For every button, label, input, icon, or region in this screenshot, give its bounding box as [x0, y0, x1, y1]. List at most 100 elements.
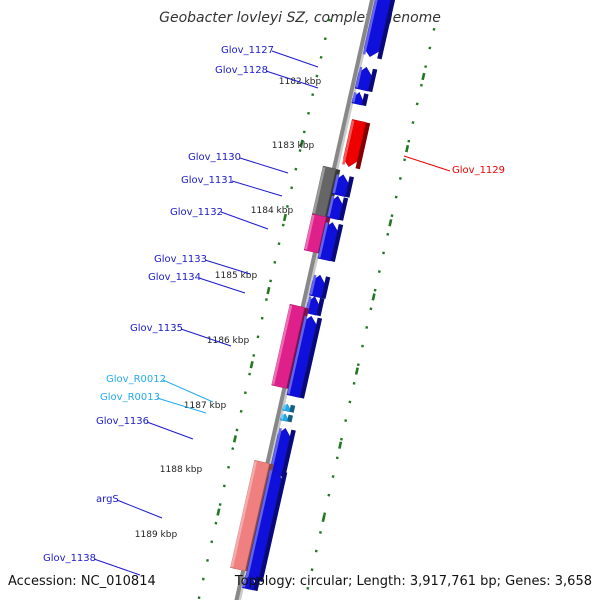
gene-glov-1132[interactable] [303, 213, 327, 254]
gene-glov-1129-shade [355, 122, 371, 170]
tick-mark [419, 83, 423, 87]
tick-mark [206, 558, 209, 562]
tick-mark [214, 521, 218, 525]
major-tick-mark [388, 219, 393, 227]
major-tick-mark [249, 361, 254, 369]
tick-mark [365, 326, 369, 329]
gene-label[interactable]: Glov_R0012 [106, 374, 166, 385]
gene-glov-1131b-shade [338, 197, 349, 221]
gene-label[interactable]: Glov_1132 [170, 207, 223, 218]
gene-label[interactable]: Glov_1131 [181, 175, 234, 186]
leader-line [116, 499, 163, 519]
leader-line [403, 155, 451, 172]
tick-mark [248, 372, 252, 376]
gene-glov-1127-shade [377, 0, 396, 60]
tick-mark [256, 335, 260, 339]
gene-label[interactable]: Glov_1129 [452, 165, 505, 176]
tick-mark [298, 149, 302, 152]
tick-mark [314, 549, 318, 553]
tick-mark [310, 568, 314, 572]
accession-label: Accession: NC_010814 [8, 574, 156, 589]
gene-glov-1136-shade [280, 429, 296, 478]
leader-line [156, 397, 207, 414]
tick-mark [382, 251, 385, 255]
tick-mark [311, 93, 315, 97]
tick-mark [335, 456, 339, 460]
major-tick-mark [299, 139, 304, 148]
tick-mark [231, 447, 235, 451]
gene-glov-1135b-highlight [287, 315, 308, 395]
tick-mark [328, 18, 331, 22]
gene-glov-1135b-shade [299, 317, 323, 399]
gene-glov-1135-highlight [271, 305, 293, 385]
tick-mark [411, 121, 415, 124]
tick-mark [331, 475, 335, 478]
gene-label[interactable]: Glov_R0013 [100, 392, 160, 403]
major-tick-mark [371, 293, 376, 301]
major-tick-mark [421, 72, 426, 81]
leader-line [162, 379, 214, 403]
gene-glov-1136-highlight [269, 427, 282, 474]
gene-label[interactable]: Glov_1134 [148, 272, 201, 283]
gene-glov-1133-shade [321, 276, 331, 299]
gene-glov-1131-highlight [332, 174, 340, 194]
tick-mark [386, 232, 390, 236]
tick-mark [361, 344, 364, 348]
major-tick-mark [405, 144, 410, 153]
gene-args-b-shade [258, 471, 288, 582]
gene-label[interactable]: Glov_1133 [154, 254, 207, 265]
gene-glov-1129[interactable] [343, 119, 367, 168]
gene-label[interactable]: Glov_1138 [43, 553, 96, 564]
tick-mark [323, 37, 327, 41]
gene-glov-1133-highlight [309, 274, 317, 295]
gene-label[interactable]: Glov_1127 [221, 45, 274, 56]
gene-glov-1131b-highlight [327, 195, 335, 217]
kbp-label: 1188 kbp [160, 465, 203, 475]
kbp-label: 1183 kbp [272, 141, 315, 151]
tick-mark [352, 381, 356, 385]
gene-glov-1132-highlight [304, 214, 315, 250]
kbp-label: 1187 kbp [184, 401, 227, 411]
major-tick-mark [338, 441, 343, 449]
gene-args-b-highlight [245, 469, 273, 578]
tick-mark [290, 186, 294, 190]
leader-line [204, 259, 251, 275]
rna-glov-r0013-shade [287, 414, 293, 423]
tick-mark [394, 195, 398, 199]
rna-glov-r0012-shade [289, 404, 296, 413]
gene-label[interactable]: Glov_1130 [188, 152, 241, 163]
gene-args-highlight [230, 461, 257, 568]
gene-label[interactable]: Glov_1135 [130, 323, 183, 334]
tick-mark [319, 530, 322, 534]
gene-glov-1128-shade [367, 68, 378, 93]
tick-mark [327, 493, 331, 497]
tick-mark [377, 270, 381, 274]
leader-line [180, 328, 232, 347]
gene-glov-1130-highlight [312, 167, 326, 214]
major-tick-mark [266, 286, 271, 295]
major-tick-mark [354, 367, 359, 375]
tick-mark [197, 596, 201, 600]
gene-label[interactable]: argS [96, 494, 119, 505]
gene-label[interactable]: Glov_1128 [215, 65, 268, 76]
gene-glov-1138-highlight [242, 575, 248, 588]
gene-label[interactable]: Glov_1136 [96, 416, 149, 427]
leader-line [271, 50, 319, 68]
gene-glov-1132b-highlight [318, 222, 329, 258]
tick-mark [285, 204, 289, 208]
tick-mark [356, 363, 360, 367]
leader-line [239, 157, 289, 174]
tick-mark [222, 484, 226, 488]
tick-mark [218, 503, 222, 506]
tick-mark [323, 512, 327, 516]
leader-line [93, 558, 141, 576]
tick-mark [210, 540, 214, 544]
gene-glov-1128b-highlight [352, 92, 357, 103]
gene-glov-1134-shade [316, 297, 325, 317]
major-tick-mark [321, 514, 326, 523]
leader-line [265, 70, 319, 89]
tick-mark [344, 419, 348, 423]
tick-mark [277, 242, 281, 246]
tick-mark [428, 46, 432, 50]
